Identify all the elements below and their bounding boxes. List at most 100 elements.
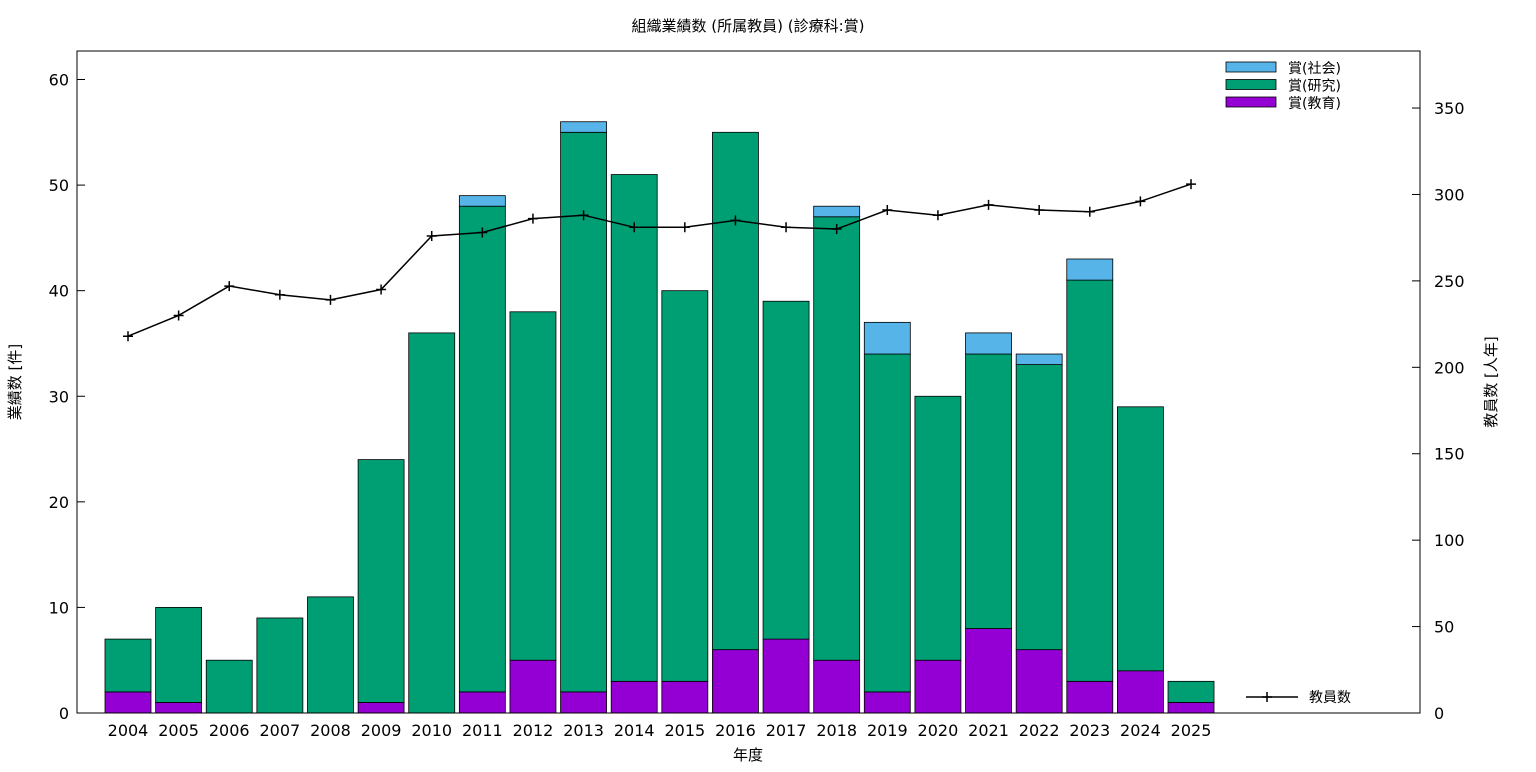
y2-tick-label-0: 0 — [1434, 704, 1444, 723]
line-point-2010 — [426, 230, 437, 241]
bar-2023-series-1 — [1066, 279, 1114, 682]
x-tick-label-2019: 2019 — [867, 721, 908, 740]
x-tick-label-2013: 2013 — [563, 721, 604, 740]
x-tick-label-2007: 2007 — [260, 721, 301, 740]
legend-line-marker — [1262, 692, 1272, 702]
line-point-2012 — [527, 213, 538, 224]
x-tick-label-2024: 2024 — [1120, 721, 1161, 740]
x-tick-label-2017: 2017 — [766, 721, 807, 740]
y-tick-label-40: 40 — [49, 282, 69, 301]
y2-tick-label-50: 50 — [1434, 618, 1454, 637]
x-tick-label-2022: 2022 — [1019, 721, 1060, 740]
bar-2009-series-1 — [357, 459, 405, 703]
bar-2021-series-1 — [965, 353, 1012, 629]
bar-2020-series-1 — [914, 395, 962, 661]
x-tick-label-2016: 2016 — [715, 721, 756, 740]
line-point-2004 — [123, 331, 133, 342]
legend-swatch-1 — [1225, 79, 1277, 90]
bar-2025-series-1 — [1167, 680, 1215, 703]
legend-label-1: 賞(研究) — [1288, 79, 1341, 95]
legend: 賞(社会) 賞(研究)賞(教育) 教員数 — [1225, 61, 1351, 706]
bar-2012-series-1 — [509, 311, 557, 661]
bar-2023-series-0 — [1066, 680, 1114, 714]
x-tick-label-2011: 2011 — [462, 721, 503, 740]
y-tick-label-50: 50 — [49, 176, 69, 195]
line-teachers — [127, 183, 1192, 337]
plot-frame — [76, 50, 1421, 714]
bar-2018-series-2 — [813, 205, 861, 218]
bar-2019-series-0 — [863, 691, 911, 714]
bar-2005-series-1 — [155, 607, 203, 703]
bar-2005-series-0 — [155, 702, 203, 714]
x-tick-label-2005: 2005 — [158, 721, 199, 740]
bar-2004-series-1 — [104, 638, 152, 693]
legend-label-0: 賞(社会) — [1288, 61, 1341, 77]
line-point-2011 — [477, 227, 488, 238]
line-point-2017 — [781, 222, 792, 233]
y2-tick-label-250: 250 — [1434, 272, 1465, 291]
bar-2006-series-1 — [205, 659, 253, 714]
bar-2017-series-0 — [762, 638, 810, 714]
bar-2019-series-2 — [863, 321, 911, 355]
line-point-2013 — [578, 210, 589, 221]
bar-2014-series-1 — [610, 174, 658, 682]
line-point-2009 — [376, 284, 387, 295]
y-tick-label-10: 10 — [49, 598, 69, 617]
x-axis-label: 年度 — [733, 746, 763, 764]
bar-2022-series-0 — [1015, 649, 1063, 714]
line-point-2007 — [274, 289, 285, 300]
line-point-2006 — [224, 281, 235, 292]
line-point-2018 — [831, 224, 842, 235]
bar-2020-series-0 — [914, 659, 962, 714]
x-tick-label-2004: 2004 — [108, 721, 149, 740]
x-tick-label-2018: 2018 — [816, 721, 857, 740]
x-tick-label-2009: 2009 — [361, 721, 402, 740]
bar-2008-series-1 — [307, 596, 354, 714]
x-tick-label-2023: 2023 — [1069, 721, 1110, 740]
y-tick-label-30: 30 — [49, 387, 69, 406]
bar-2011-series-1 — [458, 205, 506, 693]
y2-tick-label-300: 300 — [1434, 185, 1465, 204]
x-tick-label-2021: 2021 — [968, 721, 1009, 740]
legend-line-label: 教員数 — [1309, 690, 1351, 706]
y-tick-label-20: 20 — [49, 493, 69, 512]
legend-swatch-0 — [1225, 61, 1277, 73]
legend-label-2: 賞(教育) — [1288, 96, 1341, 112]
line-point-2024 — [1135, 196, 1146, 207]
legend-swatch-2 — [1225, 96, 1277, 108]
bar-2010-series-1 — [408, 332, 456, 714]
line-point-2015 — [679, 222, 690, 233]
y2-tick-label-150: 150 — [1434, 445, 1465, 464]
bar-2011-series-2 — [458, 195, 506, 207]
y2-tick-label-200: 200 — [1434, 358, 1465, 377]
x-tick-label-2012: 2012 — [513, 721, 554, 740]
line-point-2022 — [1034, 205, 1045, 216]
bar-2023-series-2 — [1066, 258, 1114, 281]
bar-2024-series-0 — [1117, 670, 1164, 714]
line-point-2021 — [983, 199, 994, 210]
bar-2024-series-1 — [1117, 406, 1164, 672]
bar-2016-series-0 — [712, 649, 759, 714]
x-tick-label-2025: 2025 — [1171, 721, 1212, 740]
chart-title: 組織業績数 (所属教員) (診療科:賞) — [632, 17, 865, 35]
y-axis-label: 業績数 [件] — [6, 344, 24, 420]
line-layer — [123, 179, 1197, 342]
bar-2016-series-1 — [712, 131, 759, 651]
bar-2011-series-0 — [458, 691, 506, 714]
bar-2015-series-0 — [661, 680, 709, 714]
x-tick-label-2010: 2010 — [411, 721, 452, 740]
y2-tick-label-350: 350 — [1434, 99, 1465, 118]
bar-2007-series-1 — [256, 617, 304, 714]
bar-2021-series-0 — [965, 628, 1012, 714]
bar-2013-series-2 — [560, 121, 607, 133]
line-point-2014 — [629, 222, 640, 233]
y-tick-label-0: 0 — [59, 704, 69, 723]
bar-2009-series-0 — [357, 702, 405, 714]
y2-axis-label: 教員数 [人年] — [1482, 336, 1500, 427]
bar-2022-series-1 — [1015, 364, 1063, 651]
line-point-2005 — [173, 310, 184, 321]
axes-layer: 0 10 20 30 40 50 60 0 50 100 150 200 250 300 350 2004 20… — [49, 50, 1465, 740]
bar-2014-series-0 — [610, 680, 658, 714]
